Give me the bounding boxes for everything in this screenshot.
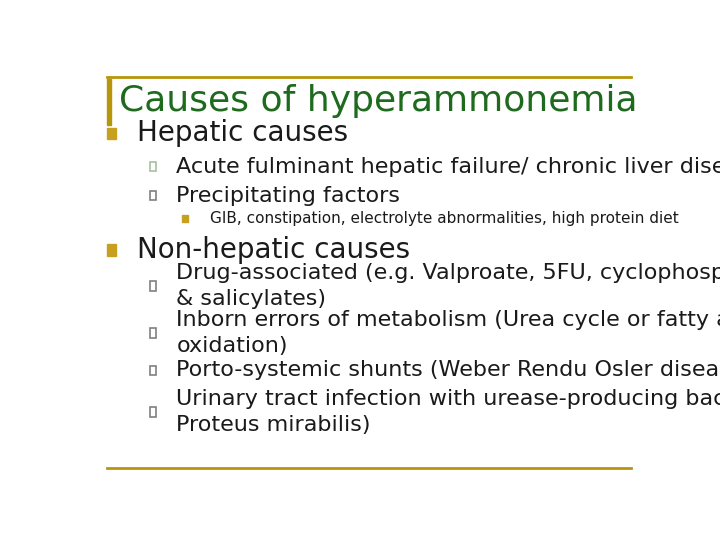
Text: Causes of hyperammonemia: Causes of hyperammonemia xyxy=(119,84,637,118)
Text: Non-hepatic causes: Non-hepatic causes xyxy=(138,236,410,264)
Bar xyxy=(182,215,188,222)
Text: Drug-associated (e.g. Valproate, 5FU, cyclophosphamide
& salicylates): Drug-associated (e.g. Valproate, 5FU, cy… xyxy=(176,263,720,309)
FancyBboxPatch shape xyxy=(150,366,156,375)
FancyBboxPatch shape xyxy=(150,162,156,171)
FancyBboxPatch shape xyxy=(150,281,156,291)
Bar xyxy=(107,127,116,139)
FancyBboxPatch shape xyxy=(150,191,156,200)
Bar xyxy=(107,78,111,125)
Text: Urinary tract infection with urease-producing bacteria (e.g.
Proteus mirabilis): Urinary tract infection with urease-prod… xyxy=(176,389,720,435)
Text: Precipitating factors: Precipitating factors xyxy=(176,186,400,206)
Text: Hepatic causes: Hepatic causes xyxy=(138,119,348,147)
FancyBboxPatch shape xyxy=(150,407,156,416)
FancyBboxPatch shape xyxy=(150,328,156,338)
Bar xyxy=(107,244,116,255)
Text: GIB, constipation, electrolyte abnormalities, high protein diet: GIB, constipation, electrolyte abnormali… xyxy=(210,211,679,226)
Text: Acute fulminant hepatic failure/ chronic liver disease: Acute fulminant hepatic failure/ chronic… xyxy=(176,157,720,177)
Text: Porto-systemic shunts (Weber Rendu Osler disease): Porto-systemic shunts (Weber Rendu Osler… xyxy=(176,360,720,380)
Text: Inborn errors of metabolism (Urea cycle or fatty acid
oxidation): Inborn errors of metabolism (Urea cycle … xyxy=(176,310,720,356)
